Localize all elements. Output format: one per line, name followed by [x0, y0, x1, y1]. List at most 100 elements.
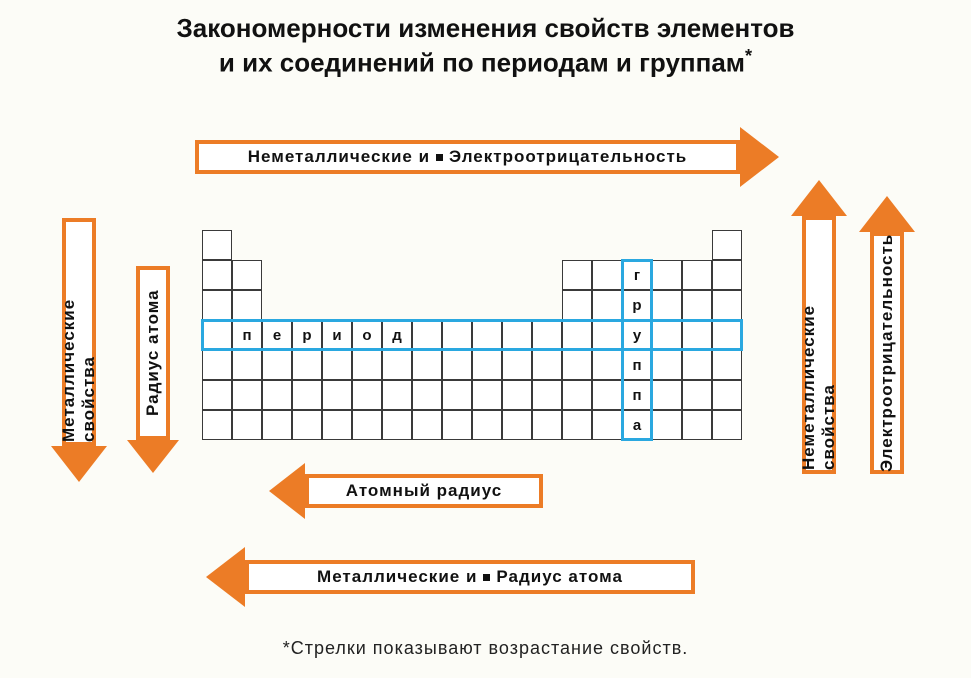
footnote: *Стрелки показывают возрастание свойств. [0, 638, 971, 659]
ptable-cell [682, 380, 712, 410]
ptable-cell [712, 380, 742, 410]
ptable-cell [292, 350, 322, 380]
ptable-cell [412, 380, 442, 410]
arrow-right2-label: Электроотрицательность [877, 234, 897, 472]
ptable-cell [652, 260, 682, 290]
ptable-cell [712, 350, 742, 380]
ptable-cell [562, 320, 592, 350]
ptable-cell [502, 350, 532, 380]
ptable-cell [382, 380, 412, 410]
arrow-left-metallic-properties: Металлические свойства [62, 218, 96, 446]
ptable-cell [232, 380, 262, 410]
ptable-cell [382, 410, 412, 440]
ptable-cell [412, 350, 442, 380]
ptable-cell [202, 230, 232, 260]
ptable-cell [382, 350, 412, 380]
ptable-cell [202, 380, 232, 410]
ptable-cell [442, 410, 472, 440]
ptable-cell [682, 410, 712, 440]
ptable-cell [472, 350, 502, 380]
ptable-cell [352, 410, 382, 440]
group-letter-cell: р [622, 290, 652, 320]
ptable-cell [592, 260, 622, 290]
ptable-cell [232, 350, 262, 380]
ptable-cell [232, 260, 262, 290]
ptable-cell [442, 380, 472, 410]
group-letter-cell: п [622, 380, 652, 410]
period-letter-cell: е [262, 320, 292, 350]
period-letter-cell: о [352, 320, 382, 350]
period-letter-cell: р [292, 320, 322, 350]
ptable-cell [292, 380, 322, 410]
ptable-cell [202, 350, 232, 380]
ptable-cell [592, 380, 622, 410]
ptable-cell [292, 410, 322, 440]
ptable-cell [412, 320, 442, 350]
ptable-cell [532, 350, 562, 380]
ptable-cell [502, 380, 532, 410]
ptable-cell [712, 320, 742, 350]
ptable-cell [652, 290, 682, 320]
ptable-cell [202, 260, 232, 290]
arrow-right-nonmetallic-properties: Неметаллические свойства [802, 216, 836, 474]
ptable-cell [262, 380, 292, 410]
ptable-cell [472, 380, 502, 410]
ptable-cell [352, 350, 382, 380]
arrow-top-label-left: Неметаллические и [248, 147, 430, 167]
arrow-left2-label: Радиус атома [143, 290, 163, 417]
ptable-cell [202, 410, 232, 440]
title-asterisk: * [745, 46, 752, 66]
ptable-cell [262, 410, 292, 440]
ptable-cell [412, 410, 442, 440]
period-letter-cell: и [322, 320, 352, 350]
ptable-cell [562, 380, 592, 410]
arrow-bottom-head-icon [206, 547, 245, 607]
page-title: Закономерности изменения свойств элемент… [0, 12, 971, 79]
arrow-top-head-icon [740, 127, 779, 187]
arrow-left2-head-icon [127, 440, 179, 473]
ptable-cell [202, 320, 232, 350]
ptable-cell [472, 410, 502, 440]
ptable-cell [652, 380, 682, 410]
arrow-right1-head-icon [791, 180, 847, 216]
arrow-bottom-label-right: Радиус атома [496, 567, 623, 587]
group-letter-cell: п [622, 350, 652, 380]
ptable-cell [532, 410, 562, 440]
title-line-2: и их соединений по периодам и группам [219, 47, 745, 77]
ptable-cell [592, 290, 622, 320]
arrow-top-nonmetallic-electronegativity: Неметаллические и Электроотрицательность [195, 140, 740, 174]
arrow-mid-label: Атомный радиус [346, 481, 502, 501]
arrow-left-atomic-radius: Радиус атома [136, 266, 170, 440]
arrow-bottom-label-left: Металлические и [317, 567, 477, 587]
ptable-cell [532, 380, 562, 410]
periodic-table-grid: грпериодуппа [202, 230, 742, 440]
ptable-cell [322, 350, 352, 380]
ptable-cell [322, 380, 352, 410]
ptable-cell [532, 320, 562, 350]
arrow-left1-head-icon [51, 446, 107, 482]
arrow-atomic-radius: Атомный радиус [305, 474, 543, 508]
ptable-cell [682, 350, 712, 380]
ptable-cell [652, 350, 682, 380]
ptable-cell [592, 320, 622, 350]
ptable-cell [322, 410, 352, 440]
ptable-cell [202, 290, 232, 320]
ptable-cell [232, 410, 262, 440]
ptable-cell [442, 320, 472, 350]
group-letter-cell: а [622, 410, 652, 440]
ptable-cell [562, 410, 592, 440]
ptable-cell [262, 350, 292, 380]
ptable-cell [682, 290, 712, 320]
separator-dot [483, 574, 490, 581]
separator-dot [436, 154, 443, 161]
arrow-right-electronegativity: Электроотрицательность [870, 232, 904, 474]
title-line-1: Закономерности изменения свойств элемент… [177, 13, 795, 43]
ptable-cell [442, 350, 472, 380]
ptable-cell [712, 410, 742, 440]
arrow-right1-label: Неметаллические свойства [799, 220, 839, 470]
group-letter-cell: у [622, 320, 652, 350]
ptable-cell [232, 290, 262, 320]
ptable-cell [652, 320, 682, 350]
ptable-cell [712, 290, 742, 320]
ptable-cell [562, 350, 592, 380]
